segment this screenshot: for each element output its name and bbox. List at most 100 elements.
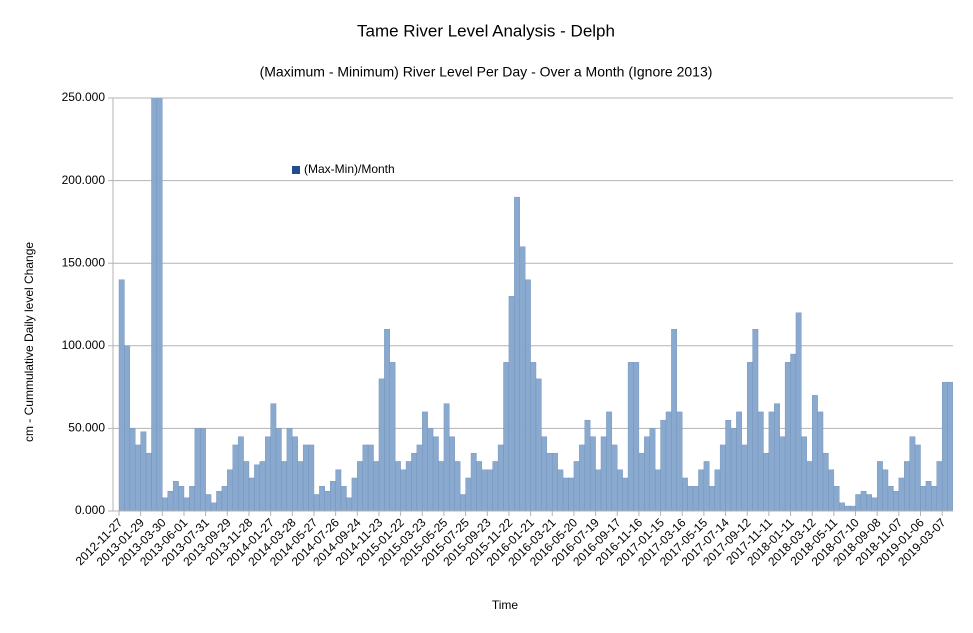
bar [811,395,818,511]
bar [589,436,596,511]
bar [833,486,840,511]
bar [562,477,569,511]
bar [487,469,493,511]
bar [465,477,472,511]
bar [638,452,645,511]
bar [719,444,726,511]
bar [357,461,363,511]
bar [259,461,266,511]
bar [205,494,212,511]
bar [373,461,380,511]
bar [470,452,477,511]
bar [801,436,807,511]
bar [194,428,201,511]
bar [265,436,271,511]
bar [400,469,407,511]
bar [405,461,412,511]
bar [871,497,878,511]
bar [313,494,320,511]
bar [492,461,499,511]
bar [904,461,910,511]
bar [595,469,602,511]
bar [362,444,369,511]
bar [481,469,488,511]
bar [324,490,331,511]
bar [893,490,900,511]
bar [627,362,634,511]
bar [519,246,526,511]
bar [503,362,510,511]
bar [828,469,835,511]
bar [920,486,927,511]
bar [644,436,650,511]
bar [394,461,401,511]
bar [768,411,775,511]
bar [541,436,548,511]
bar [443,403,450,511]
bar [432,436,439,511]
y-tick-label: 100.000 [62,338,106,352]
bar [654,469,661,511]
bar [281,461,288,511]
bar [730,428,737,511]
bar [725,419,732,511]
chart-subtitle: (Maximum - Minimum) River Level Per Day … [260,64,713,80]
bar [887,486,894,511]
bar [129,428,136,511]
bar [752,329,759,511]
bar [162,497,168,511]
bar [757,411,764,511]
bar [687,486,694,511]
bar [178,486,185,511]
bar [855,494,862,511]
legend-swatch [292,166,300,174]
bar [427,428,434,511]
bar [335,469,342,511]
bar [118,279,125,511]
bar [779,436,786,511]
bar [606,411,613,511]
bar [579,444,585,511]
bar [747,362,753,511]
bar [914,444,921,511]
bar [172,481,179,511]
bar [297,461,304,511]
bar [497,444,504,511]
y-tick-label: 200.000 [62,173,106,187]
bar [411,452,418,511]
bar [584,419,591,511]
bar [806,461,813,511]
bar [140,431,147,511]
bar [508,296,515,511]
bar [221,486,228,511]
bar [714,469,721,511]
bar [210,502,217,511]
bar [422,411,428,511]
bar [200,428,206,511]
bar [649,428,656,511]
bar [774,403,780,511]
bar [736,411,742,511]
bar [931,486,937,511]
bar [254,464,261,511]
bar [790,353,797,511]
bar [698,469,705,511]
bar [319,486,325,511]
bar [302,444,309,511]
bar [784,362,791,511]
bar [660,419,667,511]
bar [378,378,385,511]
bar [866,494,872,511]
bar [535,378,542,511]
bar [367,444,374,511]
bar [665,411,672,511]
bar [557,469,564,511]
bar [530,362,537,511]
bar [839,502,845,511]
bar [145,452,152,511]
bar [438,461,445,511]
x-axis-label: Time [492,598,519,612]
bar [514,196,520,511]
bar [270,403,277,511]
